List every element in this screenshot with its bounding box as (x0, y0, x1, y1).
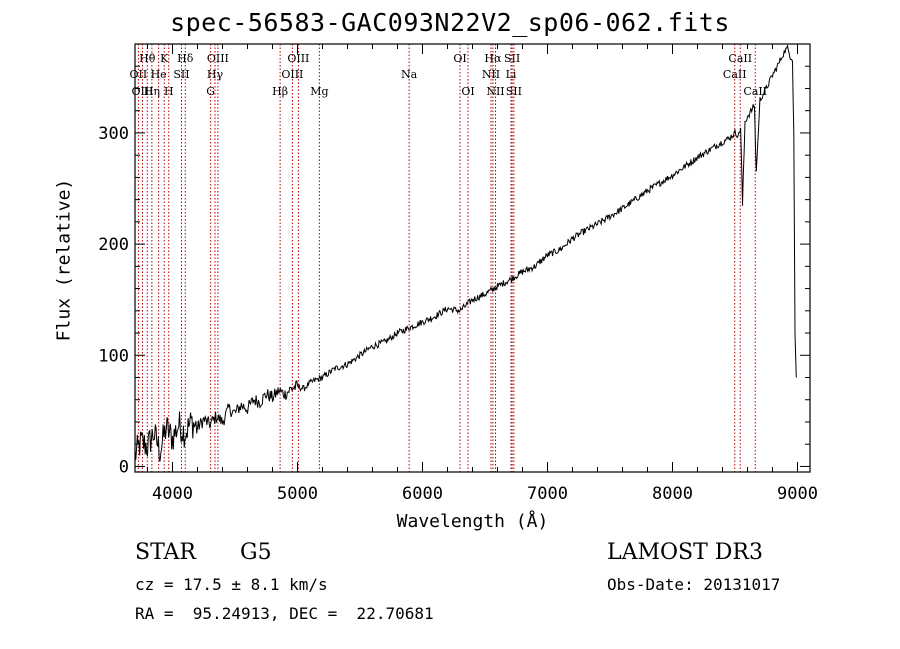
line-label: H (164, 85, 174, 98)
line-label: OIII (281, 68, 303, 81)
spectrum-line (134, 43, 797, 462)
coordinates: RA = 95.24913, DEC = 22.70681 (135, 604, 434, 623)
line-label: OIII (287, 52, 309, 65)
line-label: OI (453, 52, 466, 65)
x-tick-label: 9000 (777, 484, 818, 504)
line-label: G (206, 85, 215, 98)
x-tick-label: 6000 (402, 484, 443, 504)
line-label: K (160, 52, 169, 65)
line-label: CaII (743, 85, 767, 98)
line-label: Li (506, 68, 517, 81)
line-label: Hη (144, 85, 160, 98)
observation-date: Obs-Date: 20131017 (607, 575, 781, 594)
y-tick-label: 300 (98, 124, 129, 144)
line-label: Mg (310, 85, 328, 98)
object-class: STAR (135, 540, 196, 565)
line-label: OII (130, 68, 148, 81)
line-label: SII (173, 68, 189, 81)
y-axis-label: Flux (relative) (53, 178, 75, 342)
y-tick-label: 200 (98, 235, 129, 255)
line-label: SII (506, 85, 522, 98)
line-label: OI (461, 85, 474, 98)
plot-frame (134, 43, 811, 473)
chart-title: spec-56583-GAC093N22V2_sp06-062.fits (170, 8, 730, 37)
line-label: Na (401, 68, 418, 81)
line-label: Hβ (272, 85, 288, 98)
line-label: Hα (484, 52, 502, 65)
line-label: CaII (723, 68, 747, 81)
line-label: He (151, 68, 167, 81)
line-label: Hδ (177, 52, 194, 65)
y-tick-label: 100 (98, 346, 129, 366)
x-tick-label: 5000 (277, 484, 318, 504)
line-label: NII (486, 85, 504, 98)
x-tick-label: 8000 (652, 484, 693, 504)
line-label: CaII (728, 52, 752, 65)
line-label: Hγ (207, 68, 224, 81)
line-label: OIII (207, 52, 229, 65)
object-subclass: G5 (240, 540, 272, 565)
survey-name: LAMOST DR3 (607, 540, 763, 565)
redshift-velocity: cz = 17.5 ± 8.1 km/s (135, 575, 328, 594)
x-tick-label: 7000 (527, 484, 568, 504)
line-label: SII (504, 52, 520, 65)
line-label: NII (482, 68, 500, 81)
x-axis-label: Wavelength (Å) (396, 511, 549, 532)
line-label: Hθ (139, 52, 156, 65)
y-tick-label: 0 (119, 457, 129, 477)
x-tick-label: 4000 (152, 484, 193, 504)
